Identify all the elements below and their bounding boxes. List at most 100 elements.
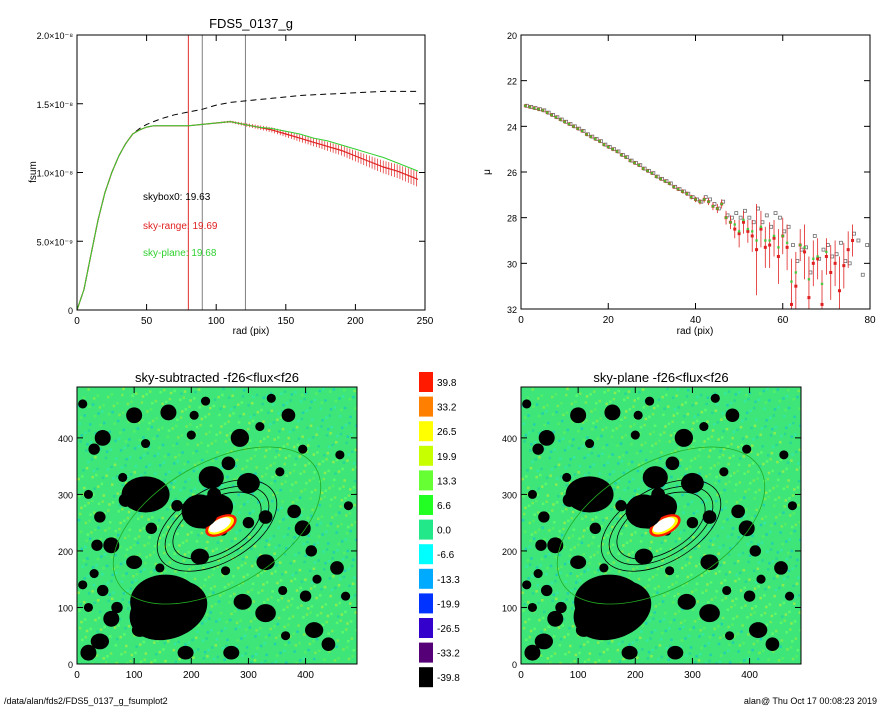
noise-pixel — [166, 435, 170, 439]
noise-pixel — [558, 644, 562, 647]
noise-pixel — [241, 581, 244, 585]
noise-pixel — [316, 451, 319, 454]
noise-pixel — [207, 412, 211, 416]
noise-pixel — [253, 413, 256, 417]
noise-pixel — [172, 486, 176, 489]
noise-pixel — [91, 403, 95, 406]
noise-pixel — [240, 564, 244, 567]
noise-pixel — [87, 592, 91, 595]
noise-pixel — [325, 620, 328, 624]
noise-pixel — [689, 646, 693, 649]
star-mask — [527, 602, 538, 612]
noise-pixel — [215, 620, 218, 623]
noise-pixel — [715, 662, 718, 664]
noise-pixel — [269, 423, 272, 426]
noise-pixel — [664, 425, 667, 428]
noise-pixel — [631, 460, 634, 464]
noise-pixel — [143, 471, 147, 475]
noise-pixel — [80, 620, 83, 624]
noise-pixel — [781, 657, 784, 660]
noise-pixel — [169, 488, 172, 491]
noise-pixel — [107, 599, 110, 603]
noise-pixel — [527, 504, 531, 508]
noise-pixel — [774, 612, 777, 616]
mu-skybox-point — [730, 215, 734, 220]
noise-pixel — [335, 621, 339, 625]
noise-pixel — [593, 570, 597, 574]
y-tick-label: 100 — [58, 603, 73, 613]
noise-pixel — [282, 608, 286, 611]
noise-pixel — [685, 491, 688, 495]
noise-pixel — [332, 575, 335, 578]
noise-pixel — [151, 401, 154, 405]
noise-pixel — [264, 545, 267, 549]
noise-pixel — [334, 399, 338, 403]
noise-pixel — [353, 389, 356, 393]
noise-pixel — [146, 410, 149, 413]
noise-pixel — [654, 605, 658, 608]
fsum-clip-group — [77, 35, 419, 310]
noise-pixel — [763, 611, 767, 615]
colorbar-label: 26.5 — [437, 427, 457, 438]
noise-pixel — [95, 564, 98, 567]
noise-pixel — [304, 464, 307, 467]
noise-pixel — [118, 527, 121, 531]
noise-pixel — [563, 635, 566, 639]
noise-pixel — [699, 556, 703, 560]
noise-pixel — [785, 540, 788, 543]
noise-pixel — [595, 419, 599, 423]
noise-pixel — [731, 623, 734, 627]
noise-pixel — [525, 638, 528, 642]
noise-pixel — [561, 437, 565, 441]
noise-pixel — [327, 469, 330, 473]
noise-pixel — [331, 516, 334, 519]
noise-pixel — [122, 428, 126, 432]
noise-pixel — [673, 618, 676, 622]
noise-pixel — [87, 388, 90, 391]
noise-pixel — [577, 429, 580, 433]
noise-pixel — [549, 450, 553, 454]
noise-pixel — [531, 429, 535, 432]
noise-pixel — [344, 538, 348, 541]
noise-pixel — [94, 456, 97, 459]
noise-pixel — [99, 628, 103, 631]
noise-pixel — [250, 588, 254, 592]
noise-pixel — [220, 539, 223, 542]
noise-pixel — [708, 635, 712, 639]
noise-pixel — [534, 458, 538, 461]
noise-pixel — [723, 579, 727, 582]
noise-pixel — [305, 450, 309, 454]
noise-pixel — [659, 433, 662, 436]
noise-pixel — [659, 457, 662, 460]
noise-pixel — [537, 397, 540, 400]
noise-pixel — [242, 412, 246, 416]
sky-plane-title: sky-plane -f26<flux<f26 — [593, 370, 728, 385]
noise-pixel — [720, 622, 724, 626]
noise-pixel — [536, 469, 540, 473]
noise-pixel — [164, 473, 168, 476]
noise-pixel — [86, 443, 89, 446]
noise-pixel — [747, 470, 750, 473]
noise-pixel — [578, 464, 582, 468]
noise-pixel — [723, 561, 726, 564]
noise-pixel — [743, 514, 747, 517]
noise-pixel — [704, 408, 707, 412]
noise-pixel — [587, 658, 590, 661]
noise-pixel — [738, 391, 741, 394]
mu-skybox-point — [760, 220, 765, 225]
noise-pixel — [673, 432, 676, 435]
mu-sky-plane-point — [607, 145, 610, 149]
noise-pixel — [593, 408, 597, 411]
noise-pixel — [272, 534, 276, 538]
star-mask — [522, 580, 532, 590]
noise-pixel — [186, 533, 190, 536]
noise-pixel — [787, 569, 791, 573]
noise-pixel — [607, 642, 610, 645]
noise-pixel — [722, 430, 725, 433]
noise-pixel — [129, 546, 132, 549]
noise-pixel — [262, 396, 266, 399]
star-mask — [121, 476, 170, 513]
noise-pixel — [523, 440, 526, 443]
noise-pixel — [699, 538, 702, 542]
noise-pixel — [728, 480, 731, 484]
